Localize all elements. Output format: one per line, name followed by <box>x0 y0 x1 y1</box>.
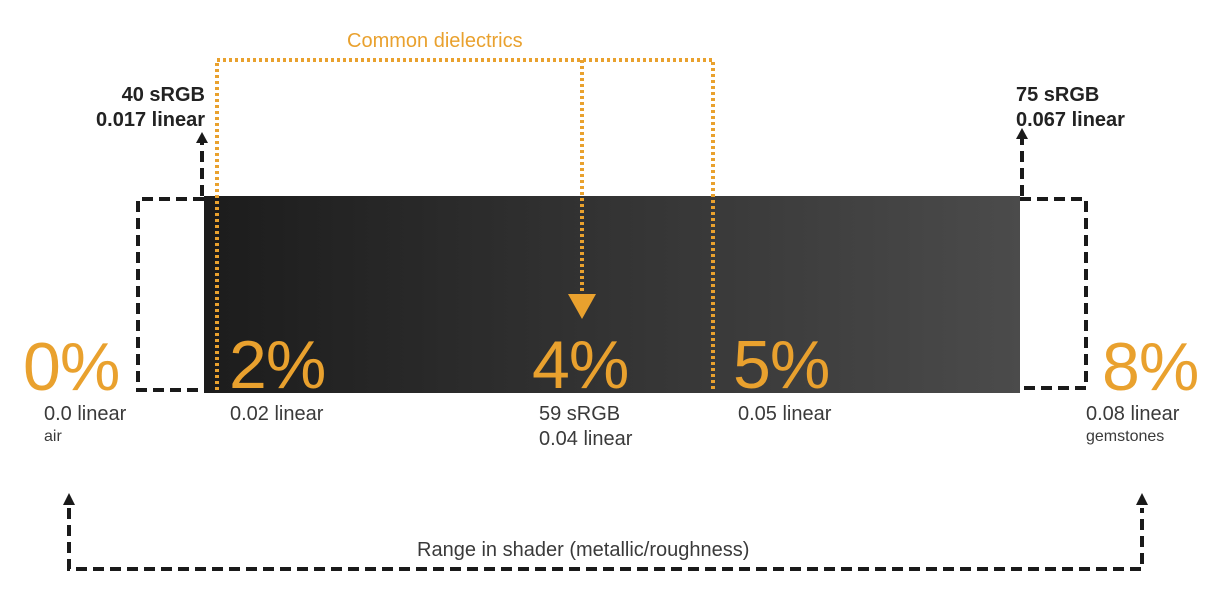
shader-range-label: Range in shader (metallic/roughness) <box>417 539 750 561</box>
percent-0-label: 0% <box>23 329 120 405</box>
percent-2-label: 2% <box>229 327 326 403</box>
left-range-box <box>136 197 204 392</box>
percent-4-label: 4% <box>532 327 629 403</box>
right-range-box <box>1020 197 1088 390</box>
shader-range-left-arrow-head <box>63 493 75 505</box>
high-marker-arrow-head <box>1016 128 1028 139</box>
common-dielectrics-bracket <box>215 58 715 390</box>
low-marker-arrow-head <box>196 132 208 143</box>
percent-8-label: 8% <box>1102 329 1199 405</box>
point-4-linear: 0.04 linear <box>539 428 633 450</box>
high-marker-linear: 0.067 linear <box>1016 109 1125 131</box>
point-4-srgb: 59 sRGB <box>539 403 621 425</box>
common-dielectrics-label: Common dielectrics <box>347 30 523 52</box>
shader-range-right-arrow-head <box>1136 493 1148 505</box>
point-5-linear: 0.05 linear <box>738 403 832 425</box>
reflectance-gradient-bar <box>204 196 1020 393</box>
low-marker-srgb: 40 sRGB <box>121 84 205 106</box>
percent-5-label: 5% <box>733 327 830 403</box>
point-8-linear: 0.08 linear <box>1086 403 1180 425</box>
point-8-note: gemstones <box>1086 428 1165 445</box>
shader-range-bracket <box>67 508 1144 571</box>
high-marker-srgb: 75 sRGB <box>1016 84 1100 106</box>
point-0-note: air <box>44 428 62 445</box>
point-2-linear: 0.02 linear <box>230 403 324 425</box>
point-0-linear: 0.0 linear <box>44 403 127 425</box>
low-marker-linear: 0.017 linear <box>96 109 205 131</box>
common-dielectrics-arrow-head <box>568 294 596 319</box>
